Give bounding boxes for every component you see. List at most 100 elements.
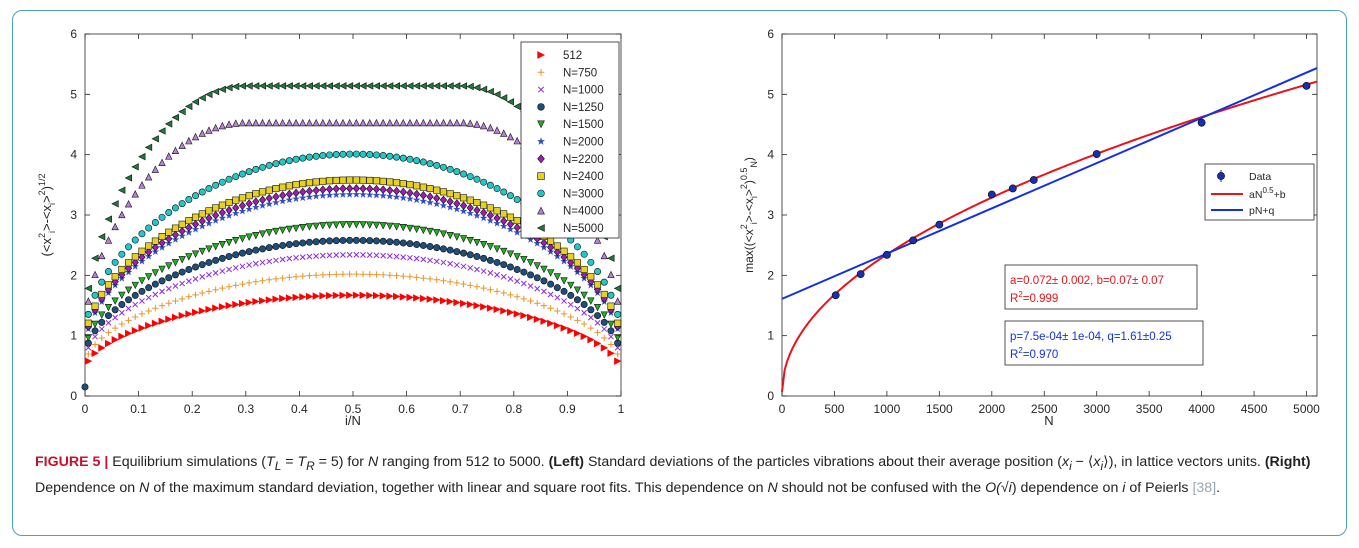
left-point (372, 184, 381, 194)
left-point (278, 118, 287, 127)
left-point (386, 178, 394, 186)
left-point (553, 321, 562, 330)
left-point (111, 297, 119, 305)
left-point (393, 179, 401, 187)
left-point (500, 261, 508, 269)
right-data-points (831, 81, 1311, 300)
left-point (406, 194, 414, 203)
left-point (493, 213, 501, 223)
left-point (386, 253, 393, 259)
left-point (319, 185, 327, 195)
left-point (252, 203, 260, 211)
left-point (560, 287, 568, 295)
left-point (399, 224, 407, 232)
left-point (372, 151, 380, 159)
left-point (312, 186, 320, 195)
left-point (259, 188, 267, 196)
left-point (513, 253, 521, 261)
left-point (366, 118, 374, 127)
left-point (494, 271, 500, 278)
left-point (199, 289, 206, 297)
left-point (212, 286, 219, 293)
left-point (419, 241, 427, 249)
left-point (479, 85, 488, 94)
left-point (580, 265, 588, 273)
left-point (105, 319, 112, 326)
caption-math: L (274, 458, 282, 473)
left-point (111, 200, 119, 208)
left-x-tick-label: 0 (82, 402, 89, 416)
left-point (98, 290, 106, 298)
left-point (145, 321, 153, 330)
left-point (218, 208, 226, 217)
left-point (91, 349, 99, 357)
left-point (573, 263, 582, 273)
left-point (145, 242, 153, 250)
left-point (373, 271, 380, 278)
left-point (185, 228, 193, 236)
right-x-tick-label: 3500 (1136, 402, 1163, 416)
left-point (252, 197, 260, 206)
left-point (184, 102, 193, 111)
left-point (406, 181, 414, 189)
left-point (600, 311, 608, 319)
left-point (399, 180, 407, 188)
left-point (212, 304, 220, 312)
figure-caption: FIGURE 5 | Equilibrium simulations (TL =… (35, 451, 1345, 499)
left-point (479, 241, 488, 249)
left-point (486, 216, 495, 224)
left-point (285, 225, 294, 234)
right-x-tick-label: 2000 (978, 402, 1005, 416)
sqrt-fit-annotation: a=0.072± 0.002, b=0.07± 0.07 R2=0.999 (1004, 264, 1198, 310)
left-point (473, 205, 481, 215)
left-point (293, 254, 299, 261)
left-point (185, 217, 193, 225)
left-point (486, 211, 494, 220)
left-point (218, 85, 226, 94)
left-point (118, 270, 126, 279)
left-point (299, 254, 306, 261)
left-chart: 0 0.1 0.2 0.3 0.4 0.5 0.6 0.7 0.8 0.9 1 0 1 2 3 4 5 6 i/N… (37, 27, 625, 428)
left-point (138, 252, 146, 262)
left-point (466, 203, 474, 213)
left-point (339, 118, 347, 127)
left-point (279, 241, 287, 249)
left-point (198, 247, 206, 256)
left-point (500, 129, 508, 137)
sqrt-fit-curve (781, 80, 1318, 392)
left-point (225, 175, 233, 183)
left-point (199, 273, 206, 280)
left-legend-label: N=3000 (563, 188, 604, 200)
left-point (339, 221, 347, 229)
left-point (172, 283, 179, 289)
left-point (587, 277, 595, 286)
caption-reference: [38] (1192, 479, 1217, 496)
left-point (118, 332, 126, 341)
right-x-tick-label: 5000 (1293, 402, 1320, 416)
left-point (252, 297, 260, 306)
left-point (613, 334, 622, 342)
left-point (312, 118, 320, 127)
caption-text: Dependence on (35, 479, 140, 496)
left-point (125, 329, 133, 338)
left-point (547, 243, 555, 252)
left-point (379, 191, 387, 199)
left-series-512 (84, 291, 622, 365)
left-point (319, 118, 327, 127)
caption-text: . (1216, 479, 1221, 496)
caption-math: i (1008, 479, 1012, 496)
left-point (439, 195, 448, 205)
left-point (258, 118, 267, 127)
left-point (305, 193, 314, 201)
left-point (98, 251, 106, 260)
right-x-tick-label: 1000 (874, 402, 901, 416)
left-point (178, 226, 186, 236)
left-point (480, 303, 488, 311)
left-point (305, 153, 313, 161)
left-point (359, 221, 367, 229)
left-point (279, 183, 287, 191)
left-point (151, 237, 159, 245)
left-point (131, 258, 139, 267)
left-point (285, 118, 294, 127)
caption-text: dependence on (1016, 479, 1123, 496)
